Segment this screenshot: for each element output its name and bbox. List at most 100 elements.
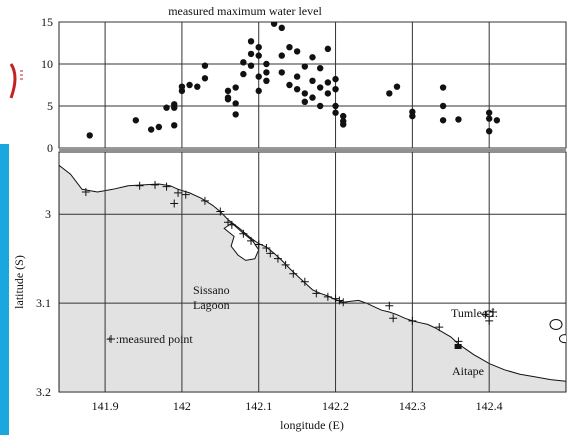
water-level-point xyxy=(293,48,301,55)
legend-measured-point: + :measured point xyxy=(106,332,193,346)
side-accent-bar xyxy=(0,144,9,435)
water-level-point xyxy=(263,60,270,68)
water-level-point xyxy=(386,90,393,97)
measured-point-marker xyxy=(81,188,90,196)
water-level-point xyxy=(240,59,247,66)
map-y-tick-label: 3.2 xyxy=(36,385,51,399)
map-x-tick-label: 141.9 xyxy=(92,399,119,413)
measured-point-marker xyxy=(227,220,236,229)
water-level-y-tick-label: 15 xyxy=(41,15,53,29)
water-level-point xyxy=(155,123,163,131)
water-level-point xyxy=(278,52,285,59)
map-x-tick-label: 142.4 xyxy=(476,399,503,413)
water-level-point xyxy=(340,121,347,128)
measured-point-marker xyxy=(254,240,263,249)
lagoon-label-line2: Lagoon xyxy=(193,298,230,312)
water-level-point xyxy=(286,81,293,89)
water-level-y-tick-label: 5 xyxy=(47,99,53,113)
measured-point-marker xyxy=(200,196,209,205)
measured-point-marker xyxy=(339,298,348,307)
water-level-point xyxy=(324,90,332,97)
measured-point-marker xyxy=(435,323,444,332)
water-level-point xyxy=(332,75,339,83)
map-panel: 141.9 142 142.1 142.2 142.3 142.4 3 3.1 3.2 Sis… xyxy=(36,151,567,413)
water-level-point xyxy=(485,128,493,135)
measured-point-marker xyxy=(300,277,309,286)
map-x-ticks: 141.9 142 142.1 142.2 142.3 142.4 xyxy=(92,399,503,413)
measured-point-marker xyxy=(262,244,271,252)
water-level-point xyxy=(255,52,262,59)
water-level-y-ticks: 0 5 10 15 xyxy=(41,15,53,155)
water-level-point xyxy=(286,44,293,51)
scroll-bracket-icon xyxy=(9,63,17,99)
town-label: Aitape xyxy=(452,364,484,378)
map-y-ticks: 3 3.1 3.2 xyxy=(36,207,51,399)
water-level-point xyxy=(201,62,209,69)
y-axis-label: latitude (S) xyxy=(12,255,26,309)
water-level-point xyxy=(340,112,347,120)
measured-point-marker xyxy=(389,314,398,323)
water-level-point xyxy=(224,94,232,101)
measured-point-marker xyxy=(385,301,394,310)
measured-point-marker xyxy=(266,249,275,258)
water-level-point xyxy=(263,77,270,85)
water-level-point xyxy=(240,70,247,78)
water-level-point xyxy=(301,63,309,70)
map-x-tick-label: 142.3 xyxy=(399,399,426,413)
water-level-point xyxy=(247,62,255,69)
water-level-point xyxy=(309,54,316,61)
measured-point-marker xyxy=(331,294,340,303)
water-level-point xyxy=(147,126,155,133)
water-level-panel: 0 5 10 15 xyxy=(41,15,567,155)
water-level-point xyxy=(194,83,201,90)
water-level-point xyxy=(232,84,239,91)
bracket-tick-marks xyxy=(20,70,23,80)
measured-point-marker xyxy=(481,310,490,319)
water-level-point xyxy=(186,81,193,89)
measured-point-marker xyxy=(312,289,321,298)
lagoon-label-line1: Sissano xyxy=(193,283,230,297)
water-level-plot-area xyxy=(58,21,567,149)
measured-point-marker xyxy=(454,337,463,346)
map-gridlines xyxy=(59,152,566,392)
measured-point-marker xyxy=(135,181,144,190)
water-level-point xyxy=(232,100,239,107)
x-axis-label: longitude (E) xyxy=(280,418,344,432)
water-level-point xyxy=(409,112,416,120)
measured-points xyxy=(81,180,498,346)
water-level-point xyxy=(247,50,255,58)
water-level-point xyxy=(309,77,316,85)
map-x-tick-label: 142.1 xyxy=(245,399,272,413)
measured-point-marker xyxy=(216,207,225,216)
water-level-point xyxy=(171,122,178,129)
measured-point-marker xyxy=(281,260,290,269)
measured-point-marker xyxy=(289,269,298,278)
measured-point-marker xyxy=(323,292,332,301)
water-level-point xyxy=(393,83,401,90)
water-level-point xyxy=(232,111,239,118)
water-level-point xyxy=(332,102,339,110)
water-level-point xyxy=(455,116,462,123)
water-level-point xyxy=(332,109,339,116)
water-level-point xyxy=(293,73,301,80)
measured-point-marker xyxy=(170,199,179,208)
water-level-point xyxy=(255,73,262,80)
water-level-point xyxy=(163,104,170,111)
water-level-point xyxy=(132,117,140,124)
water-level-y-tick-label: 0 xyxy=(47,141,53,155)
map-y-tick-label: 3 xyxy=(45,207,51,221)
island-outline xyxy=(558,334,566,344)
measured-point-marker xyxy=(162,182,171,191)
water-level-point xyxy=(439,117,447,124)
sissano-lagoon-shape xyxy=(223,222,260,261)
map-x-tick-label: 142.2 xyxy=(322,399,349,413)
water-level-points xyxy=(86,22,501,139)
water-level-point xyxy=(324,79,332,86)
water-level-point xyxy=(493,117,501,124)
measured-point-marker xyxy=(489,308,498,316)
water-level-point xyxy=(316,65,324,72)
island-label: Tumleo I. xyxy=(451,306,498,320)
water-level-point xyxy=(316,84,324,91)
water-level-point xyxy=(278,24,285,32)
